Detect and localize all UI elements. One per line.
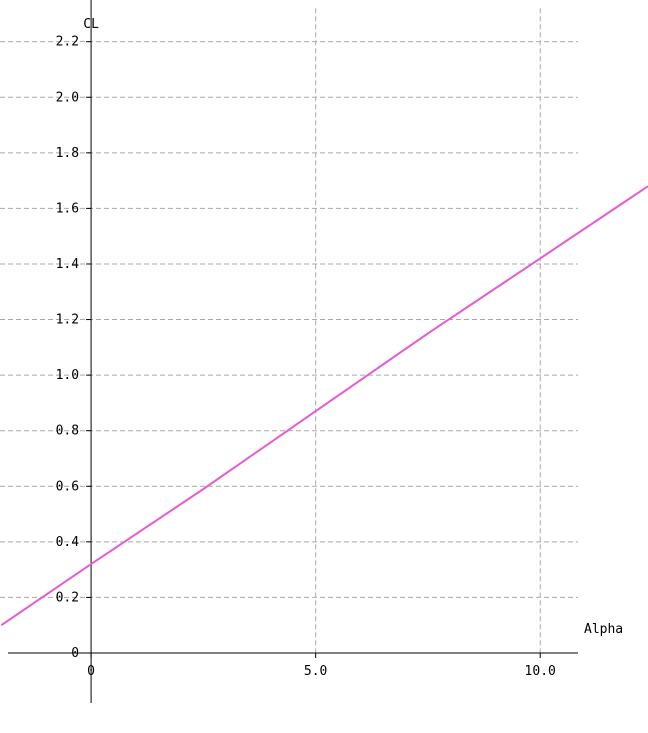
y-tick-label: 0 <box>71 646 79 661</box>
y-tick-label: 1.2 <box>56 313 79 328</box>
y-tick-label: 1.8 <box>56 146 79 161</box>
y-tick-label: 0.4 <box>56 535 80 550</box>
x-tick-label: 5.0 <box>304 664 327 679</box>
y-tick-label: 1.6 <box>56 201 79 216</box>
y-tick-label: 0.2 <box>56 590 79 605</box>
ticks: 0 0.2 0.4 0.6 0.8 1.0 1.2 1.4 1.6 1.8 2.0 2.2 0 5.0 10… <box>56 35 556 679</box>
y-tick-label: 1.4 <box>56 257 80 272</box>
y-tick-label: 0.8 <box>56 424 79 439</box>
series-line-0 <box>0 185 648 627</box>
axes <box>8 0 578 703</box>
series-lines <box>0 185 648 627</box>
x-tick-label: 10.0 <box>525 664 556 679</box>
y-tick-label: 2.2 <box>56 35 79 50</box>
axis-labels: CL Alpha <box>83 17 623 637</box>
x-tick-label: 0 <box>87 664 95 679</box>
y-axis-label: CL <box>83 17 99 32</box>
x-axis-label: Alpha <box>584 622 623 637</box>
y-tick-label: 2.0 <box>56 90 79 105</box>
grid-lines <box>0 8 578 653</box>
y-tick-label: 1.0 <box>56 368 79 383</box>
y-tick-label: 0.6 <box>56 479 79 494</box>
